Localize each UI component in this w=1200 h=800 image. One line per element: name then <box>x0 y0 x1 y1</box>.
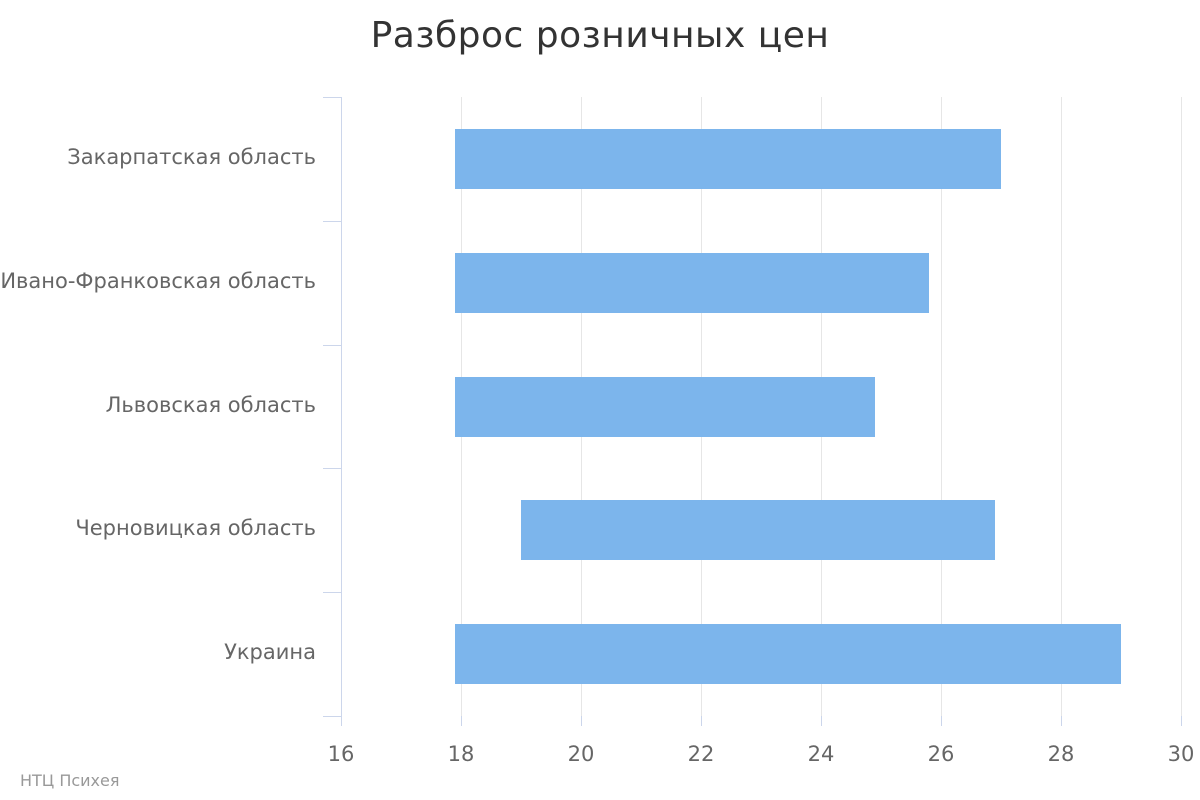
y-axis-tick <box>323 468 341 469</box>
range-bar[interactable] <box>455 624 1121 684</box>
x-gridline <box>941 97 942 716</box>
range-bar[interactable] <box>521 500 995 560</box>
x-axis-tick <box>821 716 822 726</box>
x-axis-tick <box>941 716 942 726</box>
x-axis-tick <box>581 716 582 726</box>
x-axis-tick-label: 22 <box>687 742 715 766</box>
x-axis-tick-label: 24 <box>807 742 835 766</box>
x-axis-tick <box>341 716 342 726</box>
range-bar[interactable] <box>455 129 1001 189</box>
x-axis-tick <box>1061 716 1062 726</box>
range-bar[interactable] <box>455 377 875 437</box>
y-axis-tick <box>323 97 341 98</box>
x-axis-tick <box>701 716 702 726</box>
y-axis-tick <box>323 716 341 717</box>
y-axis-tick <box>323 345 341 346</box>
x-axis-tick-label: 18 <box>447 742 475 766</box>
x-axis-tick <box>1181 716 1182 726</box>
category-label: Закарпатская область <box>67 145 316 169</box>
x-gridline <box>1181 97 1182 716</box>
category-label: Украина <box>224 640 316 664</box>
category-label: Львовская область <box>105 393 316 417</box>
chart-title: Разброс розничных цен <box>370 15 830 56</box>
category-label: Черновицкая область <box>75 516 316 540</box>
x-axis-tick-label: 20 <box>567 742 595 766</box>
credits-label: НТЦ Психея <box>20 771 120 790</box>
x-axis-tick-label: 28 <box>1047 742 1075 766</box>
x-axis-tick-label: 16 <box>327 742 355 766</box>
x-axis-tick-label: 30 <box>1167 742 1195 766</box>
y-axis-tick <box>323 221 341 222</box>
x-axis-tick-label: 26 <box>927 742 955 766</box>
range-bar[interactable] <box>455 253 929 313</box>
x-axis-tick <box>461 716 462 726</box>
category-label: Ивано-Франковская область <box>0 269 316 293</box>
y-axis-tick <box>323 592 341 593</box>
x-gridline <box>1061 97 1062 716</box>
y-axis-line <box>341 97 342 716</box>
